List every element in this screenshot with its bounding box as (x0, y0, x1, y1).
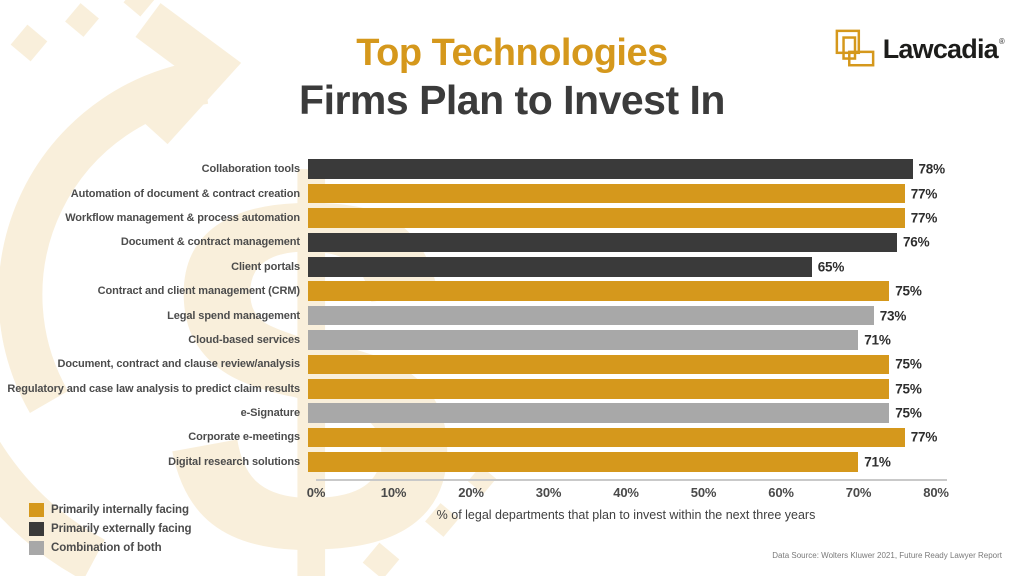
legend-item: Primarily internally facing (29, 500, 191, 519)
diamond-dot-icon (362, 542, 400, 576)
value-label: 76% (903, 234, 930, 250)
bar-track: 77% (308, 208, 937, 228)
registered-mark: ® (998, 36, 1005, 46)
lawcadia-logo-icon (835, 29, 875, 67)
legend-item: Primarily externally facing (29, 519, 192, 538)
category-label: Client portals (231, 260, 300, 273)
value-label: 71% (864, 332, 891, 348)
value-label: 77% (910, 210, 938, 226)
chart-row: Contract and client management (CRM) 75% (0, 279, 1024, 303)
chart-legend: Primarily internally facing Primarily ex… (29, 500, 192, 557)
chart-row: Regulatory and case law analysis to pred… (0, 377, 1024, 401)
value-label: 75% (895, 283, 922, 299)
legend-label: Primarily externally facing (51, 522, 192, 535)
value-label: 75% (895, 381, 922, 397)
bar (308, 403, 890, 423)
bar-chart: Collaboration tools 78% Automation of do… (0, 157, 1024, 474)
bar-track: 65% (308, 256, 928, 277)
bar (308, 354, 890, 375)
value-label: 75% (895, 405, 922, 421)
bar (308, 305, 874, 326)
value-label: 77% (910, 186, 938, 202)
chart-row: Document & contract management 76% (0, 230, 1024, 254)
bar-track: 71% (308, 330, 928, 350)
bar-track: 73% (308, 305, 928, 326)
data-source-note: Data Source: Wolters Kluwer 2021, Future… (772, 551, 1002, 560)
bar (308, 330, 859, 350)
category-label: Document & contract management (120, 236, 300, 249)
x-tick-label: 10% (380, 485, 407, 500)
category-label: Automation of document & contract creati… (70, 187, 300, 200)
value-label: 75% (895, 356, 922, 372)
bar (308, 159, 913, 179)
category-label: Legal spend management (167, 309, 300, 322)
chart-row: Corporate e-meetings 77% (0, 425, 1024, 449)
category-label: e-Signature (240, 407, 301, 420)
chart-row: Workflow management & process automation… (0, 206, 1024, 230)
category-label: Collaboration tools (201, 163, 300, 176)
bar (308, 208, 905, 228)
bar (308, 378, 890, 399)
x-tick-label: 80% (923, 485, 949, 500)
value-label: 78% (918, 161, 946, 177)
category-label: Cloud-based services (188, 333, 300, 346)
chart-row: Legal spend management 73% (0, 303, 1024, 327)
bar-track: 71% (308, 452, 928, 472)
chart-row: Digital research solutions 71% (0, 450, 1024, 474)
bar-track: 75% (308, 403, 928, 423)
legend-swatch-icon (29, 502, 44, 517)
bar-track: 75% (308, 354, 928, 375)
bar-track: 77% (308, 183, 937, 204)
x-tick-label: 0% (306, 485, 326, 500)
bar-track: 75% (308, 281, 928, 301)
bar (308, 281, 890, 301)
page-title-accent: Top Technologies (356, 32, 668, 74)
value-label: 65% (817, 259, 845, 275)
x-axis-title: % of legal departments that plan to inve… (436, 508, 816, 522)
bar (308, 183, 905, 204)
chart-row: Automation of document & contract creati… (0, 181, 1024, 205)
x-axis-ticks: 0% 10% 20% 30% 40% 50% 60% 70% 80% (307, 485, 949, 501)
legend-swatch-icon (29, 540, 44, 555)
bar-track: 77% (308, 427, 937, 448)
value-label: 73% (879, 308, 907, 324)
lawcadia-logo: Lawcadia® (834, 28, 1005, 70)
bar-track: 78% (308, 159, 945, 179)
bar-track: 76% (308, 232, 930, 253)
category-label: Document, contract and clause review/ana… (57, 358, 301, 371)
x-tick-label: 60% (768, 485, 794, 500)
x-axis-line (316, 479, 947, 481)
chart-row: Document, contract and clause review/ana… (0, 352, 1024, 376)
bar-track: 75% (308, 378, 928, 399)
value-label: 77% (910, 429, 938, 445)
x-tick-label: 50% (690, 485, 717, 500)
chart-row: Collaboration tools 78% (0, 157, 1024, 181)
lawcadia-logo-text: Lawcadia® (882, 33, 1005, 64)
legend-swatch-icon (29, 521, 44, 536)
category-label: Workflow management & process automation (65, 211, 300, 224)
legend-label: Primarily internally facing (51, 503, 189, 516)
page-header: Top Technologies Firms Plan to Invest In (0, 30, 1024, 124)
chart-row: Cloud-based services 71% (0, 328, 1024, 352)
x-tick-label: 20% (458, 485, 484, 500)
category-label: Digital research solutions (168, 455, 300, 468)
x-tick-label: 70% (845, 485, 872, 500)
category-label: Regulatory and case law analysis to pred… (7, 382, 300, 395)
bar (308, 452, 859, 472)
value-label: 71% (864, 454, 891, 470)
legend-label: Combination of both (51, 541, 162, 554)
x-tick-label: 30% (535, 485, 562, 500)
bar (308, 232, 897, 253)
category-label: Contract and client management (CRM) (97, 285, 300, 298)
x-tick-label: 40% (613, 485, 639, 500)
diamond-dot-icon (123, 0, 155, 17)
chart-row: Client portals 65% (0, 255, 1024, 279)
legend-item: Combination of both (29, 538, 191, 557)
chart-row: e-Signature 75% (0, 401, 1024, 425)
category-label: Corporate e-meetings (188, 431, 300, 444)
bar (308, 427, 905, 448)
page-title: Firms Plan to Invest In (299, 77, 725, 123)
bar (308, 256, 812, 277)
